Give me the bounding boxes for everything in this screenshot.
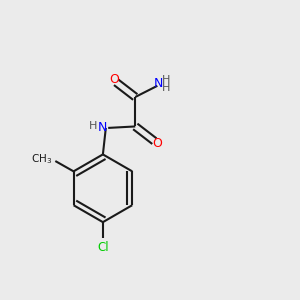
Text: O: O — [152, 137, 162, 150]
Text: H: H — [162, 83, 170, 93]
Text: N: N — [98, 121, 107, 134]
Text: CH$_3$: CH$_3$ — [31, 153, 52, 166]
Text: O: O — [109, 74, 119, 86]
Text: Cl: Cl — [97, 241, 109, 254]
Text: N: N — [154, 77, 164, 90]
Text: H: H — [162, 75, 170, 85]
Text: H: H — [89, 122, 98, 131]
